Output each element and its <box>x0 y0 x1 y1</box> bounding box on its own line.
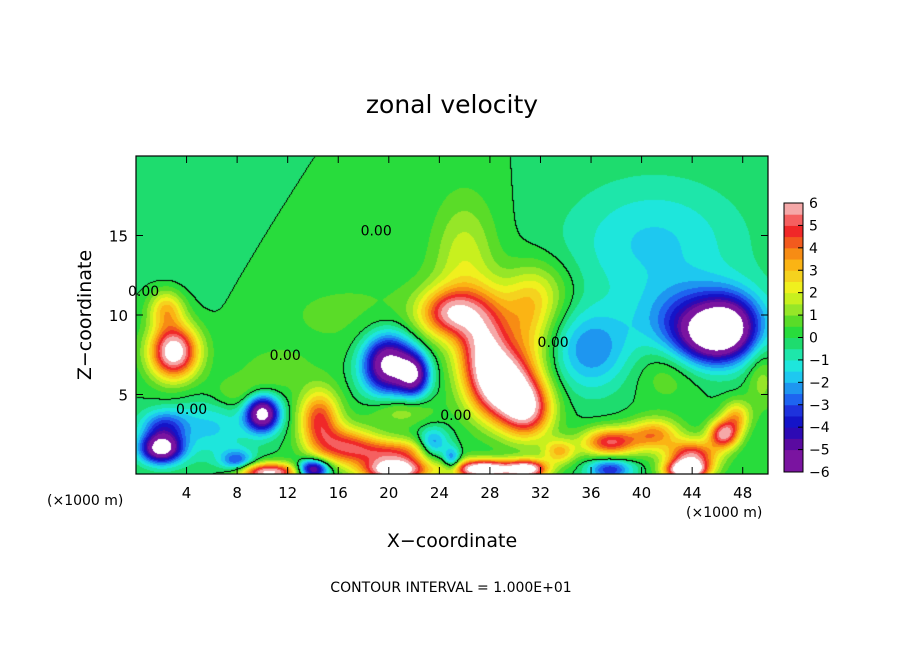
x-tick-label: 44 <box>683 484 702 502</box>
contour-interval-footer: CONTOUR INTERVAL = 1.000E+01 <box>330 580 571 596</box>
colorbar-swatch <box>784 259 803 271</box>
contour-label: 0.00 <box>361 224 392 240</box>
x-tick-label: 24 <box>430 484 449 502</box>
colorbar-swatch <box>784 449 803 462</box>
colorbar: 6 5 4 3 2 1 0 −1 −2 −3 −4 −5 −6 <box>783 196 830 481</box>
y-tick-label: 5 <box>118 387 128 405</box>
x-tick-label: 16 <box>329 484 348 502</box>
colorbar-tick-label: 2 <box>809 286 818 302</box>
colorbar-swatch <box>784 281 803 294</box>
colorbar-tick-label: −4 <box>809 420 830 436</box>
colorbar-swatch <box>784 214 803 226</box>
x-tick-label: 36 <box>581 484 600 502</box>
x-tick-label: 48 <box>733 484 752 502</box>
colorbar-swatch <box>784 225 803 238</box>
x-units-left: (×1000 m) <box>47 493 123 509</box>
x-tick-label: 4 <box>182 484 192 502</box>
colorbar-swatch <box>784 315 803 327</box>
colorbar-swatch <box>784 359 803 372</box>
colorbar-tick-label: 0 <box>809 331 818 347</box>
chart-title: zonal velocity <box>366 90 538 119</box>
colorbar-swatch <box>784 303 803 316</box>
x-axis: 4 8 12 16 20 24 28 32 36 40 44 48 <box>182 156 752 502</box>
colorbar-swatch <box>784 427 803 439</box>
colorbar-swatch <box>784 337 803 350</box>
colorbar-tick-label: 4 <box>809 241 818 257</box>
contour-label: 0.00 <box>176 402 207 418</box>
x-units-right: (×1000 m) <box>686 505 762 521</box>
colorbar-tick-label: −1 <box>809 353 830 369</box>
x-tick-label: 12 <box>278 484 297 502</box>
x-tick-label: 32 <box>531 484 550 502</box>
colorbar-swatch <box>784 348 803 361</box>
y-axis-label: Z−coordinate <box>74 250 96 380</box>
y-tick-label: 15 <box>109 228 128 246</box>
contour-label: 0.00 <box>538 335 569 351</box>
colorbar-swatch <box>784 371 803 383</box>
colorbar-swatch <box>784 460 803 473</box>
colorbar-tick-label: 3 <box>809 263 818 279</box>
colorbar-tick-label: −3 <box>809 398 830 414</box>
colorbar-tick-label: −2 <box>809 375 830 391</box>
colorbar-swatch <box>784 326 803 338</box>
colorbar-swatch <box>784 415 803 428</box>
colorbar-swatch <box>784 438 803 451</box>
velocity-field <box>136 156 768 474</box>
colorbar-swatch <box>784 203 803 215</box>
y-axis: 5 10 15 <box>109 228 768 405</box>
colorbar-swatch <box>784 247 803 260</box>
colorbar-swatch <box>784 404 803 417</box>
colorbar-tick-label: 5 <box>809 218 818 234</box>
colorbar-swatch <box>784 270 803 282</box>
colorbar-tick-label: 1 <box>809 308 818 324</box>
colorbar-swatch <box>784 292 803 305</box>
contour-label: 0.00 <box>440 408 471 424</box>
contour-label: 0.00 <box>128 284 159 300</box>
y-tick-label: 10 <box>109 307 128 325</box>
contour-label: 0.00 <box>270 348 301 364</box>
x-tick-label: 40 <box>632 484 651 502</box>
contour-labels: 0.00 0.00 0.00 0.00 0.00 0.00 <box>128 224 569 424</box>
colorbar-tick-label: 6 <box>809 196 818 212</box>
colorbar-swatch <box>784 236 803 249</box>
x-tick-label: 20 <box>379 484 398 502</box>
colorbar-tick-label: −5 <box>809 443 830 459</box>
colorbar-swatch <box>784 382 803 395</box>
x-tick-label: 28 <box>480 484 499 502</box>
plot-area: 0.00 0.00 0.00 0.00 0.00 0.00 <box>128 155 769 475</box>
x-tick-label: 8 <box>232 484 242 502</box>
x-axis-label: X−coordinate <box>387 530 517 552</box>
colorbar-swatch <box>784 393 803 406</box>
colorbar-tick-label: −6 <box>809 465 830 481</box>
